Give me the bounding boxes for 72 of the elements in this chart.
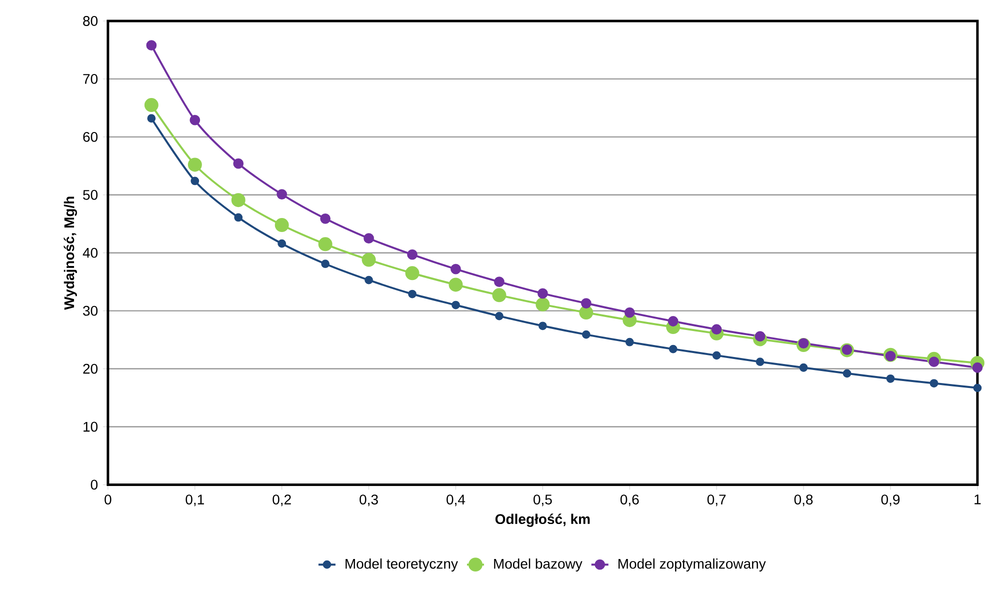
point <box>278 240 286 248</box>
point <box>494 276 504 288</box>
y-tick-label: 60 <box>83 132 98 142</box>
y-tick-label: 10 <box>84 422 98 432</box>
point <box>276 189 288 200</box>
legend-label: Model teoretyczny <box>346 558 458 572</box>
point <box>146 40 157 51</box>
legend-label: Model zoptymalizowany <box>618 558 766 572</box>
y-tick-label: 70 <box>83 74 98 84</box>
point <box>928 356 940 368</box>
point <box>579 306 594 320</box>
point <box>233 158 244 169</box>
point <box>362 252 376 267</box>
y-axis-title: Wydajność, Mg/h <box>64 196 77 310</box>
point <box>407 250 418 260</box>
point <box>405 266 420 280</box>
point <box>274 218 289 232</box>
point <box>799 364 808 372</box>
x-tick-label: 0,4 <box>446 494 466 506</box>
y-tick-label: 30 <box>83 306 98 316</box>
point <box>798 338 809 349</box>
point <box>450 264 461 274</box>
x-tick-label: 0,3 <box>360 494 378 506</box>
point <box>625 338 634 346</box>
y-tick-label: 50 <box>83 190 98 200</box>
point <box>364 276 373 284</box>
point <box>320 214 331 224</box>
point <box>190 176 200 186</box>
point <box>756 358 764 366</box>
point <box>668 316 678 327</box>
point <box>492 288 506 302</box>
point <box>231 193 246 208</box>
x-tick-label: 1 <box>974 494 981 504</box>
point <box>364 233 374 244</box>
point <box>580 298 592 309</box>
point <box>842 369 852 378</box>
y-tick-label: 0 <box>90 480 98 490</box>
point <box>668 345 678 354</box>
point <box>536 298 550 312</box>
point <box>495 312 504 320</box>
x-tick-label: 0,8 <box>794 494 813 506</box>
point <box>408 290 416 298</box>
x-tick-label: 0 <box>104 494 112 505</box>
x-tick-label: 0,2 <box>272 494 291 506</box>
point <box>538 322 547 330</box>
point <box>712 351 721 360</box>
point <box>538 288 548 299</box>
point <box>624 308 635 318</box>
point <box>190 115 200 126</box>
legend-label: Model bazowy <box>494 558 582 572</box>
point <box>972 362 983 373</box>
y-tick-label: 20 <box>83 364 98 374</box>
point <box>930 379 938 388</box>
y-tick-label: 40 <box>82 248 98 258</box>
point <box>147 114 156 123</box>
point <box>318 237 332 252</box>
x-tick-label: 0,7 <box>707 494 726 506</box>
x-tick-label: 0,5 <box>534 494 552 506</box>
y-tick-label: 80 <box>83 16 98 26</box>
point <box>321 260 330 268</box>
point <box>188 158 202 172</box>
x-tick-label: 0,9 <box>881 494 900 506</box>
point <box>448 278 463 292</box>
x-tick-label: 0,6 <box>620 494 639 506</box>
point <box>452 301 460 310</box>
x-axis-title: Odległość, km <box>495 514 590 528</box>
x-tick-label: 0,1 <box>186 494 204 506</box>
point <box>886 374 895 383</box>
point <box>582 330 590 339</box>
point <box>973 384 982 392</box>
point <box>234 213 243 222</box>
point <box>144 98 158 112</box>
